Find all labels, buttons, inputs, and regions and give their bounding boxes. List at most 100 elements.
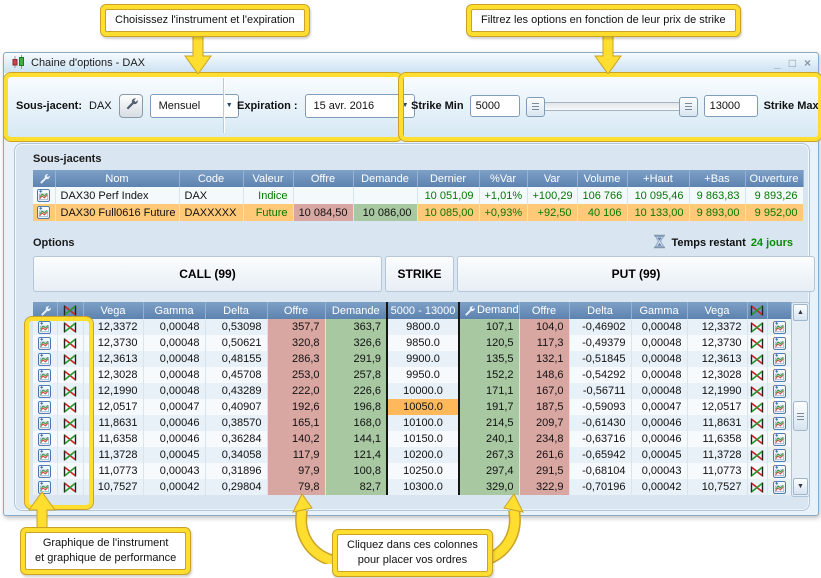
option-cell[interactable]: 168,0 xyxy=(325,415,388,431)
scrollbar-thumb[interactable] xyxy=(793,401,808,431)
column-header-put-delta[interactable]: Delta xyxy=(569,302,632,319)
period-dropdown[interactable]: Mensuel ▼ xyxy=(149,93,239,118)
column-header-ouverture[interactable]: Ouverture xyxy=(745,170,804,187)
close-button[interactable]: × xyxy=(803,56,811,70)
candlestick-button[interactable] xyxy=(747,415,768,431)
chart-button[interactable] xyxy=(33,399,58,415)
column-header-demande[interactable]: Demande xyxy=(353,170,418,187)
option-cell[interactable]: 135,5 xyxy=(459,351,520,367)
chart-button[interactable] xyxy=(33,351,58,367)
maximize-button[interactable]: □ xyxy=(788,56,796,70)
column-header-call-delta[interactable]: Delta xyxy=(205,302,268,319)
candlestick-button[interactable] xyxy=(747,479,768,495)
underlying-settings-button[interactable] xyxy=(118,93,143,118)
strike-range-slider[interactable] xyxy=(525,96,698,117)
option-cell[interactable]: 326,6 xyxy=(325,335,388,351)
column-header-put-offre[interactable]: Offre xyxy=(519,302,570,319)
chart-button[interactable] xyxy=(767,431,792,447)
chart-button[interactable] xyxy=(33,463,58,479)
minimize-button[interactable]: _ xyxy=(774,56,781,70)
candlestick-button[interactable] xyxy=(747,351,768,367)
candlestick-button[interactable] xyxy=(57,415,84,431)
candlestick-button[interactable] xyxy=(57,463,84,479)
chart-button[interactable] xyxy=(767,415,792,431)
chart-button[interactable] xyxy=(33,319,58,335)
slider-handle-max[interactable] xyxy=(678,96,698,117)
column-header-call-vega[interactable]: Vega xyxy=(83,302,144,319)
option-cell[interactable]: 148,6 xyxy=(519,367,570,383)
candlestick-button[interactable] xyxy=(747,399,768,415)
chart-button[interactable] xyxy=(33,367,58,383)
option-cell[interactable]: 209,7 xyxy=(519,415,570,431)
column-header-call-demande[interactable]: Demande xyxy=(325,302,388,319)
chart-button[interactable] xyxy=(33,187,56,204)
option-cell[interactable]: 267,3 xyxy=(459,447,520,463)
candlestick-button[interactable] xyxy=(57,431,84,447)
candlestick-button[interactable] xyxy=(57,447,84,463)
option-cell[interactable]: 167,0 xyxy=(519,383,570,399)
expiration-dropdown[interactable]: 15 avr. 2016 ▼ xyxy=(304,93,415,118)
option-cell[interactable]: 253,0 xyxy=(267,367,326,383)
option-cell[interactable]: 226,6 xyxy=(325,383,388,399)
option-cell[interactable]: 165,1 xyxy=(267,415,326,431)
chart-button[interactable] xyxy=(767,447,792,463)
candlestick-button[interactable] xyxy=(747,463,768,479)
option-cell[interactable]: 152,2 xyxy=(459,367,520,383)
chart-button[interactable] xyxy=(33,479,58,495)
option-cell[interactable]: 192,6 xyxy=(267,399,326,415)
strike-min-input[interactable]: 5000 xyxy=(469,94,520,117)
option-cell[interactable]: 79,8 xyxy=(267,479,326,495)
candlestick-button[interactable] xyxy=(57,399,84,415)
column-header-nom[interactable]: Nom xyxy=(55,170,180,187)
option-cell[interactable]: 196,8 xyxy=(325,399,388,415)
column-header-volume[interactable]: Volume xyxy=(577,170,628,187)
column-header-put-vega[interactable]: Vega xyxy=(687,302,748,319)
option-cell[interactable]: 363,7 xyxy=(325,319,388,335)
underlying-cell[interactable]: 10 084,50 xyxy=(293,204,354,221)
scroll-up-button[interactable]: ▲ xyxy=(793,304,808,321)
option-cell[interactable]: 144,1 xyxy=(325,431,388,447)
option-cell[interactable]: 297,4 xyxy=(459,463,520,479)
chart-button[interactable] xyxy=(767,335,792,351)
column-header-offre[interactable]: Offre xyxy=(293,170,354,187)
chart-button[interactable] xyxy=(767,463,792,479)
option-cell[interactable]: 120,5 xyxy=(459,335,520,351)
column-header-pvar[interactable]: %Var xyxy=(479,170,528,187)
underlying-cell[interactable]: 10 086,00 xyxy=(353,204,418,221)
candlestick-column-header[interactable] xyxy=(747,302,768,319)
option-cell[interactable]: 100,8 xyxy=(325,463,388,479)
strike-max-input[interactable]: 13000 xyxy=(703,94,758,117)
chart-button[interactable] xyxy=(33,415,58,431)
column-header-var[interactable]: Var xyxy=(527,170,578,187)
chart-button[interactable] xyxy=(767,367,792,383)
chart-button[interactable] xyxy=(767,319,792,335)
option-cell[interactable]: 320,8 xyxy=(267,335,326,351)
chart-button[interactable] xyxy=(33,431,58,447)
option-cell[interactable]: 234,8 xyxy=(519,431,570,447)
option-cell[interactable]: 214,5 xyxy=(459,415,520,431)
chart-button[interactable] xyxy=(767,399,792,415)
candlestick-button[interactable] xyxy=(747,383,768,399)
option-cell[interactable]: 286,3 xyxy=(267,351,326,367)
candlestick-button[interactable] xyxy=(57,383,84,399)
column-header-put-gamma[interactable]: Gamma xyxy=(631,302,688,319)
candlestick-button[interactable] xyxy=(747,447,768,463)
column-header-haut[interactable]: +Haut xyxy=(627,170,690,187)
chart-button[interactable] xyxy=(33,383,58,399)
option-cell[interactable]: 187,5 xyxy=(519,399,570,415)
option-cell[interactable]: 117,9 xyxy=(267,447,326,463)
title-bar[interactable]: Chaine d'options - DAX _ □ × xyxy=(4,53,818,74)
candlestick-column-header[interactable] xyxy=(57,302,84,319)
option-cell[interactable]: 329,0 xyxy=(459,479,520,495)
candlestick-button[interactable] xyxy=(57,367,84,383)
slider-handle-min[interactable] xyxy=(525,96,545,117)
option-cell[interactable]: 140,2 xyxy=(267,431,326,447)
option-cell[interactable]: 257,8 xyxy=(325,367,388,383)
candlestick-button[interactable] xyxy=(747,319,768,335)
option-cell[interactable]: 322,9 xyxy=(519,479,570,495)
chart-button[interactable] xyxy=(33,447,58,463)
option-cell[interactable]: 104,0 xyxy=(519,319,570,335)
option-cell[interactable]: 357,7 xyxy=(267,319,326,335)
chart-button[interactable] xyxy=(33,335,58,351)
option-cell[interactable]: 117,3 xyxy=(519,335,570,351)
